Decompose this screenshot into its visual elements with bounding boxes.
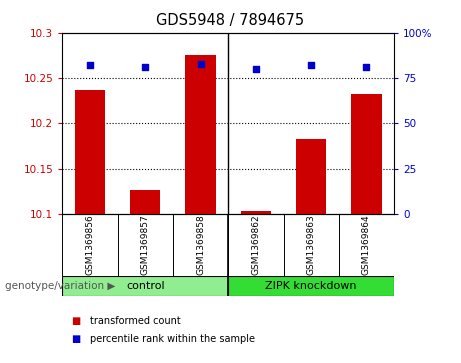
Text: genotype/variation ▶: genotype/variation ▶ [5,281,115,291]
Text: GSM1369864: GSM1369864 [362,215,371,276]
Point [252,66,260,72]
Bar [185,56,216,214]
Text: GSM1369857: GSM1369857 [141,215,150,276]
Bar [296,139,326,214]
Text: GSM1369856: GSM1369856 [85,215,95,276]
Point [307,62,315,68]
Bar [241,211,271,214]
Text: transformed count: transformed count [90,316,181,326]
Text: GDS5948 / 7894675: GDS5948 / 7894675 [156,13,305,28]
Text: ZIPK knockdown: ZIPK knockdown [266,281,357,291]
Text: ■: ■ [71,316,81,326]
Bar [228,276,394,296]
Bar [351,94,382,214]
Point [363,64,370,70]
Text: GSM1369863: GSM1369863 [307,215,316,276]
Bar [75,90,105,214]
Bar [130,189,160,214]
Bar [62,276,228,296]
Text: control: control [126,281,165,291]
Text: percentile rank within the sample: percentile rank within the sample [90,334,255,344]
Text: ■: ■ [71,334,81,344]
Point [86,62,94,68]
Point [142,64,149,70]
Point [197,61,204,66]
Text: GSM1369862: GSM1369862 [251,215,260,276]
Text: GSM1369858: GSM1369858 [196,215,205,276]
